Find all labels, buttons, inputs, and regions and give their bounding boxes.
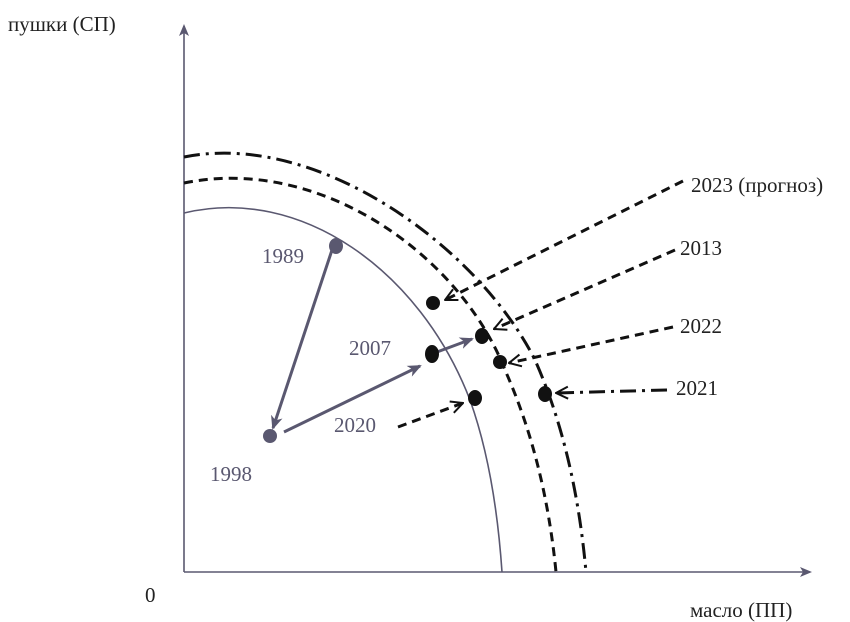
point-1989 xyxy=(329,238,343,254)
label-2021: 2021 xyxy=(676,376,718,400)
callout-arrow-2022 xyxy=(509,325,674,363)
point-2013 xyxy=(475,328,489,344)
callout-arrow-2020 xyxy=(397,403,463,429)
y-axis-label: пушки (СП) xyxy=(8,12,116,36)
callout-arrow-2013 xyxy=(494,248,676,329)
label-1998: 1998 xyxy=(210,462,252,486)
label-2022: 2022 xyxy=(680,314,722,338)
point-2021 xyxy=(538,386,552,402)
arrow-2007-2013 xyxy=(436,337,474,354)
x-axis-label: масло (ПП) xyxy=(690,598,792,622)
origin-label: 0 xyxy=(145,583,156,607)
point-2020 xyxy=(468,390,482,406)
callout-arrow-2023 xyxy=(445,179,684,302)
point-2022 xyxy=(493,355,507,369)
callout-arrow-2021 xyxy=(556,390,668,393)
label-2023: 2023 (прогноз) xyxy=(691,173,823,197)
label-2007: 2007 xyxy=(349,336,391,360)
ppf-curve-outer xyxy=(183,151,588,573)
point-2007 xyxy=(425,345,439,363)
label-2020: 2020 xyxy=(334,413,376,437)
point-1998 xyxy=(263,429,277,443)
label-2013: 2013 xyxy=(680,236,722,260)
ppf-curve-middle xyxy=(183,176,558,573)
ppf-curve-inner xyxy=(183,206,503,573)
arrow-1989-1998 xyxy=(271,249,334,430)
arrow-1998-2007 xyxy=(283,364,422,434)
point-2023 xyxy=(426,296,440,310)
label-1989: 1989 xyxy=(262,244,304,268)
